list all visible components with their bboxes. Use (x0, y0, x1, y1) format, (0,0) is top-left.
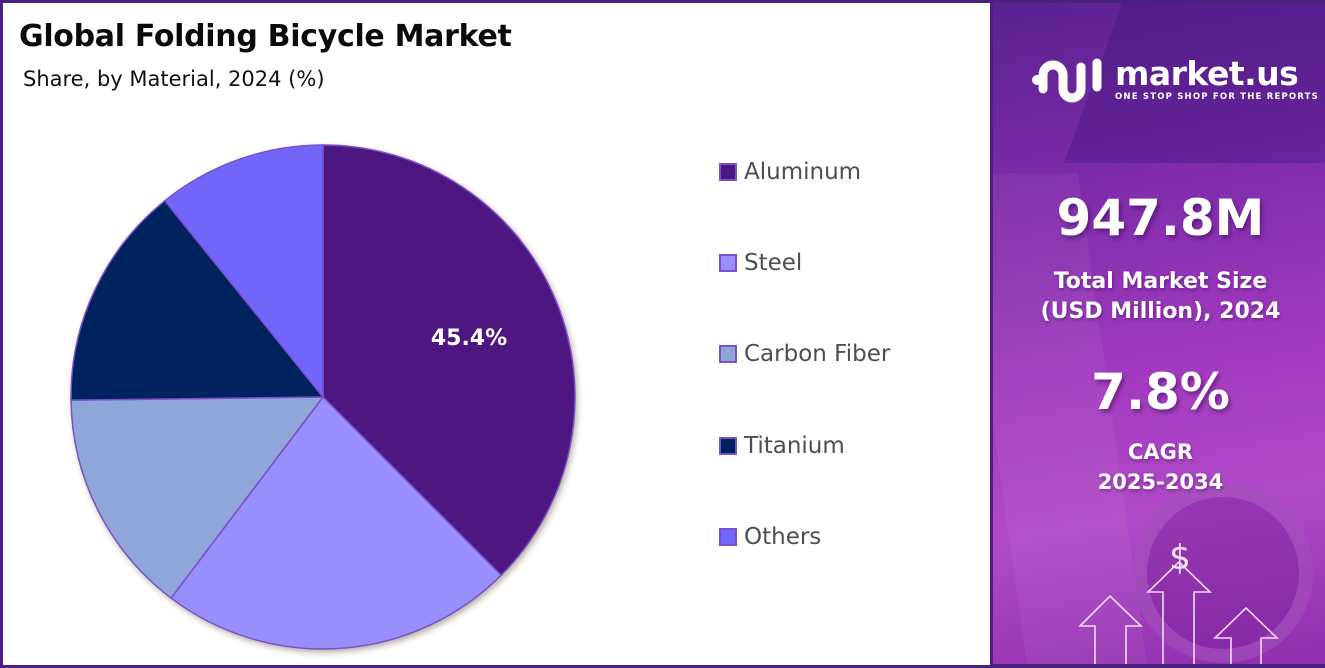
legend-label: Others (744, 524, 822, 550)
cagr-label: CAGR 2025-2034 (993, 437, 1325, 497)
cagr-label-line2: 2025-2034 (1097, 470, 1224, 494)
pie-slice-others[interactable] (163, 144, 324, 400)
legend-swatch-icon (719, 163, 737, 181)
market-size-value: 947.8M (1056, 189, 1265, 247)
legend-item-carbon-fiber[interactable]: Carbon Fiber (719, 341, 890, 367)
chart-title: Global Folding Bicycle Market (19, 19, 512, 54)
legend-item-others[interactable]: Others (719, 524, 821, 550)
brand-logo[interactable]: market.us ONE STOP SHOP FOR THE REPORTS (1031, 53, 1319, 105)
legend-label: Aluminum (744, 159, 862, 185)
market-size-label: Total Market Size (USD Million), 2024 (993, 267, 1325, 327)
legend-label: Carbon Fiber (744, 341, 891, 367)
legend-label: Titanium (744, 433, 845, 459)
market-size-label-line2: (USD Million), 2024 (1040, 299, 1281, 324)
legend-swatch-icon (719, 437, 737, 455)
legend-swatch-icon (719, 254, 737, 272)
legend-item-aluminum[interactable]: Aluminum (719, 159, 861, 185)
pie-chart-svg: 45.4% (70, 144, 576, 650)
pie-chart: 45.4% (63, 138, 583, 658)
market-us-logo-icon (1032, 58, 1102, 103)
brand-tagline: ONE STOP SHOP FOR THE REPORTS (1115, 91, 1319, 102)
legend-item-titanium[interactable]: Titanium (719, 433, 845, 459)
pie-slice-aluminum[interactable] (322, 144, 576, 577)
cagr-value: 7.8% (1091, 363, 1230, 421)
chart-panel: Global Folding Bicycle Market Share, by … (3, 3, 993, 668)
pie-slice-carbon-fiber[interactable] (70, 396, 325, 600)
aluminum-data-label: 45.4% (431, 326, 507, 351)
brand-name: market.us (1115, 53, 1299, 93)
chart-subtitle: Share, by Material, 2024 (%) (23, 67, 325, 91)
legend-swatch-icon (719, 345, 737, 363)
pie-slice-steel[interactable] (170, 395, 503, 650)
market-size-label-line1: Total Market Size (1053, 269, 1268, 294)
legend-item-steel[interactable]: Steel (719, 250, 802, 276)
legend-swatch-icon (719, 528, 737, 546)
legend-label: Steel (744, 250, 803, 276)
dollar-sign-icon: $ (1169, 538, 1191, 578)
growth-arrows-dollar-icon: $ (1078, 538, 1279, 664)
cagr-label-line1: CAGR (1127, 440, 1194, 464)
summary-panel: market.us ONE STOP SHOP FOR THE REPORTS … (990, 0, 1325, 668)
pie-slice-titanium[interactable] (70, 199, 325, 401)
